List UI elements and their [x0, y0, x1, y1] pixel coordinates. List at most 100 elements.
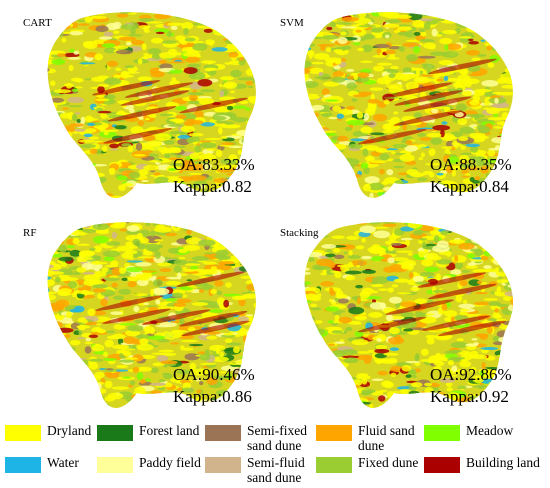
- map-texture: [201, 60, 217, 64]
- map-texture: [189, 362, 197, 371]
- legend-label: Building land: [466, 455, 540, 470]
- map-texture: [85, 178, 102, 185]
- map-texture: [188, 94, 198, 102]
- map-texture: [32, 322, 46, 330]
- map-texture: [47, 386, 54, 392]
- map-texture: [91, 411, 97, 413]
- map-texture: [304, 300, 308, 307]
- map-texture: [310, 14, 318, 17]
- map-texture: [118, 288, 131, 295]
- map-texture: [163, 373, 173, 380]
- map-texture: [93, 235, 110, 244]
- map-texture: [328, 362, 341, 366]
- map-texture: [402, 123, 407, 131]
- map-texture: [422, 170, 434, 175]
- map-texture: [513, 118, 527, 124]
- map-texture: [62, 140, 68, 143]
- map-texture: [377, 412, 390, 418]
- map-texture: [47, 383, 54, 390]
- map-texture: [120, 24, 138, 30]
- map-texture: [203, 229, 209, 235]
- map-texture: [326, 225, 334, 230]
- map-texture: [55, 372, 66, 381]
- map-texture: [452, 9, 467, 11]
- map-texture: [253, 145, 256, 149]
- map-texture: [255, 189, 256, 194]
- map-texture: [236, 23, 248, 29]
- map-texture: [503, 23, 513, 30]
- map-texture: [170, 25, 178, 31]
- map-texture: [88, 162, 97, 167]
- map-texture: [62, 372, 67, 375]
- map-texture: [338, 174, 354, 183]
- map-texture: [304, 135, 308, 138]
- map-texture: [199, 142, 217, 149]
- map-texture: [378, 222, 395, 223]
- map-texture: [171, 292, 184, 298]
- map-band: [179, 311, 248, 327]
- map-texture: [495, 314, 502, 319]
- map-texture: [248, 131, 255, 135]
- map-texture: [309, 354, 322, 359]
- map-texture: [79, 62, 96, 65]
- map-texture: [459, 311, 468, 316]
- map-texture: [242, 202, 255, 204]
- map-texture: [392, 143, 408, 149]
- map-texture: [107, 195, 126, 198]
- map-texture: [357, 47, 365, 52]
- map-texture: [342, 390, 358, 398]
- map-texture: [445, 43, 462, 50]
- map-texture: [313, 343, 327, 351]
- map-texture: [168, 124, 184, 127]
- map-texture: [393, 400, 409, 405]
- map-texture: [304, 360, 314, 363]
- map-texture: [150, 230, 155, 237]
- map-texture: [293, 332, 301, 336]
- map-texture: [334, 404, 344, 408]
- map-texture: [223, 81, 238, 89]
- map-texture: [510, 51, 513, 56]
- map-texture: [437, 12, 446, 17]
- map-texture: [386, 169, 394, 176]
- map-texture: [31, 10, 41, 13]
- map-texture: [383, 352, 399, 356]
- map-texture: [216, 12, 235, 17]
- map-texture: [239, 47, 253, 51]
- map-texture: [245, 279, 256, 286]
- map-texture: [470, 13, 486, 18]
- map-texture: [405, 374, 412, 379]
- map-texture: [322, 182, 336, 191]
- map-texture: [329, 149, 344, 153]
- map-texture: [515, 60, 526, 63]
- map-texture: [451, 147, 456, 151]
- map-texture: [487, 149, 496, 157]
- map-texture: [175, 105, 187, 111]
- map-texture: [96, 128, 107, 131]
- map-texture: [260, 159, 270, 166]
- map-texture: [444, 310, 458, 318]
- map-texture: [503, 78, 513, 84]
- map-texture: [500, 73, 513, 79]
- map-texture: [165, 297, 178, 302]
- map-texture: [227, 412, 232, 416]
- map-texture: [47, 320, 49, 329]
- map-texture: [163, 152, 171, 159]
- map-texture: [115, 67, 122, 71]
- map-texture: [384, 34, 390, 39]
- map-texture: [459, 359, 469, 362]
- map-texture: [155, 299, 161, 305]
- map-texture: [97, 200, 104, 204]
- map-texture: [514, 22, 527, 30]
- map-texture: [433, 366, 442, 371]
- map-texture: [159, 267, 172, 273]
- map-texture: [352, 41, 361, 46]
- map-texture: [149, 67, 162, 74]
- map-texture: [444, 148, 450, 154]
- map-texture: [412, 275, 424, 283]
- map-texture: [205, 9, 223, 11]
- map-texture: [47, 88, 51, 97]
- map-band: [120, 90, 190, 106]
- map-texture: [52, 394, 59, 400]
- map-texture: [336, 391, 345, 397]
- map-texture: [245, 258, 255, 264]
